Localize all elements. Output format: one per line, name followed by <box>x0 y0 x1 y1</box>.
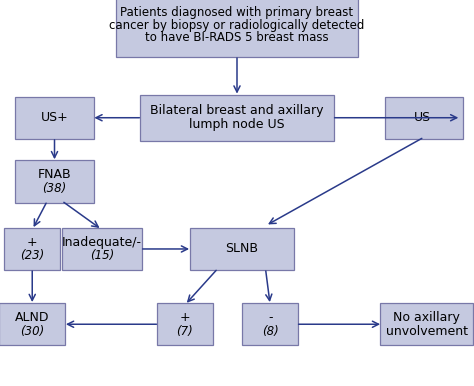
Text: cancer by biopsy or radiologically detected: cancer by biopsy or radiologically detec… <box>109 19 365 32</box>
Text: (15): (15) <box>90 249 114 262</box>
FancyBboxPatch shape <box>16 160 94 203</box>
FancyBboxPatch shape <box>0 303 65 345</box>
FancyBboxPatch shape <box>116 0 358 57</box>
FancyBboxPatch shape <box>4 228 60 270</box>
Text: US-: US- <box>413 111 435 124</box>
FancyBboxPatch shape <box>190 228 294 270</box>
Text: lumph node US: lumph node US <box>189 118 285 131</box>
Text: (23): (23) <box>20 249 45 262</box>
Text: SLNB: SLNB <box>225 242 258 256</box>
FancyBboxPatch shape <box>385 96 464 139</box>
Text: -: - <box>268 311 273 324</box>
Text: (30): (30) <box>20 325 45 338</box>
Text: US+: US+ <box>41 111 68 124</box>
Text: +: + <box>27 235 37 249</box>
Text: to have BI-RADS 5 breast mass: to have BI-RADS 5 breast mass <box>145 31 329 44</box>
Text: Patients diagnosed with primary breast: Patients diagnosed with primary breast <box>120 6 354 19</box>
FancyBboxPatch shape <box>380 303 473 345</box>
Text: No axillary: No axillary <box>393 311 460 324</box>
FancyBboxPatch shape <box>16 96 94 139</box>
Text: FNAB: FNAB <box>38 168 71 181</box>
Text: ALND: ALND <box>15 311 49 324</box>
FancyBboxPatch shape <box>62 228 142 270</box>
FancyBboxPatch shape <box>140 95 334 141</box>
Text: unvolvement: unvolvement <box>386 325 467 338</box>
Text: (38): (38) <box>42 182 67 195</box>
Text: (8): (8) <box>262 325 279 338</box>
Text: +: + <box>180 311 190 324</box>
Text: Bilateral breast and axillary: Bilateral breast and axillary <box>150 104 324 117</box>
Text: Inadequate/-: Inadequate/- <box>62 235 142 249</box>
FancyBboxPatch shape <box>157 303 213 345</box>
FancyBboxPatch shape <box>242 303 298 345</box>
Text: (7): (7) <box>176 325 193 338</box>
